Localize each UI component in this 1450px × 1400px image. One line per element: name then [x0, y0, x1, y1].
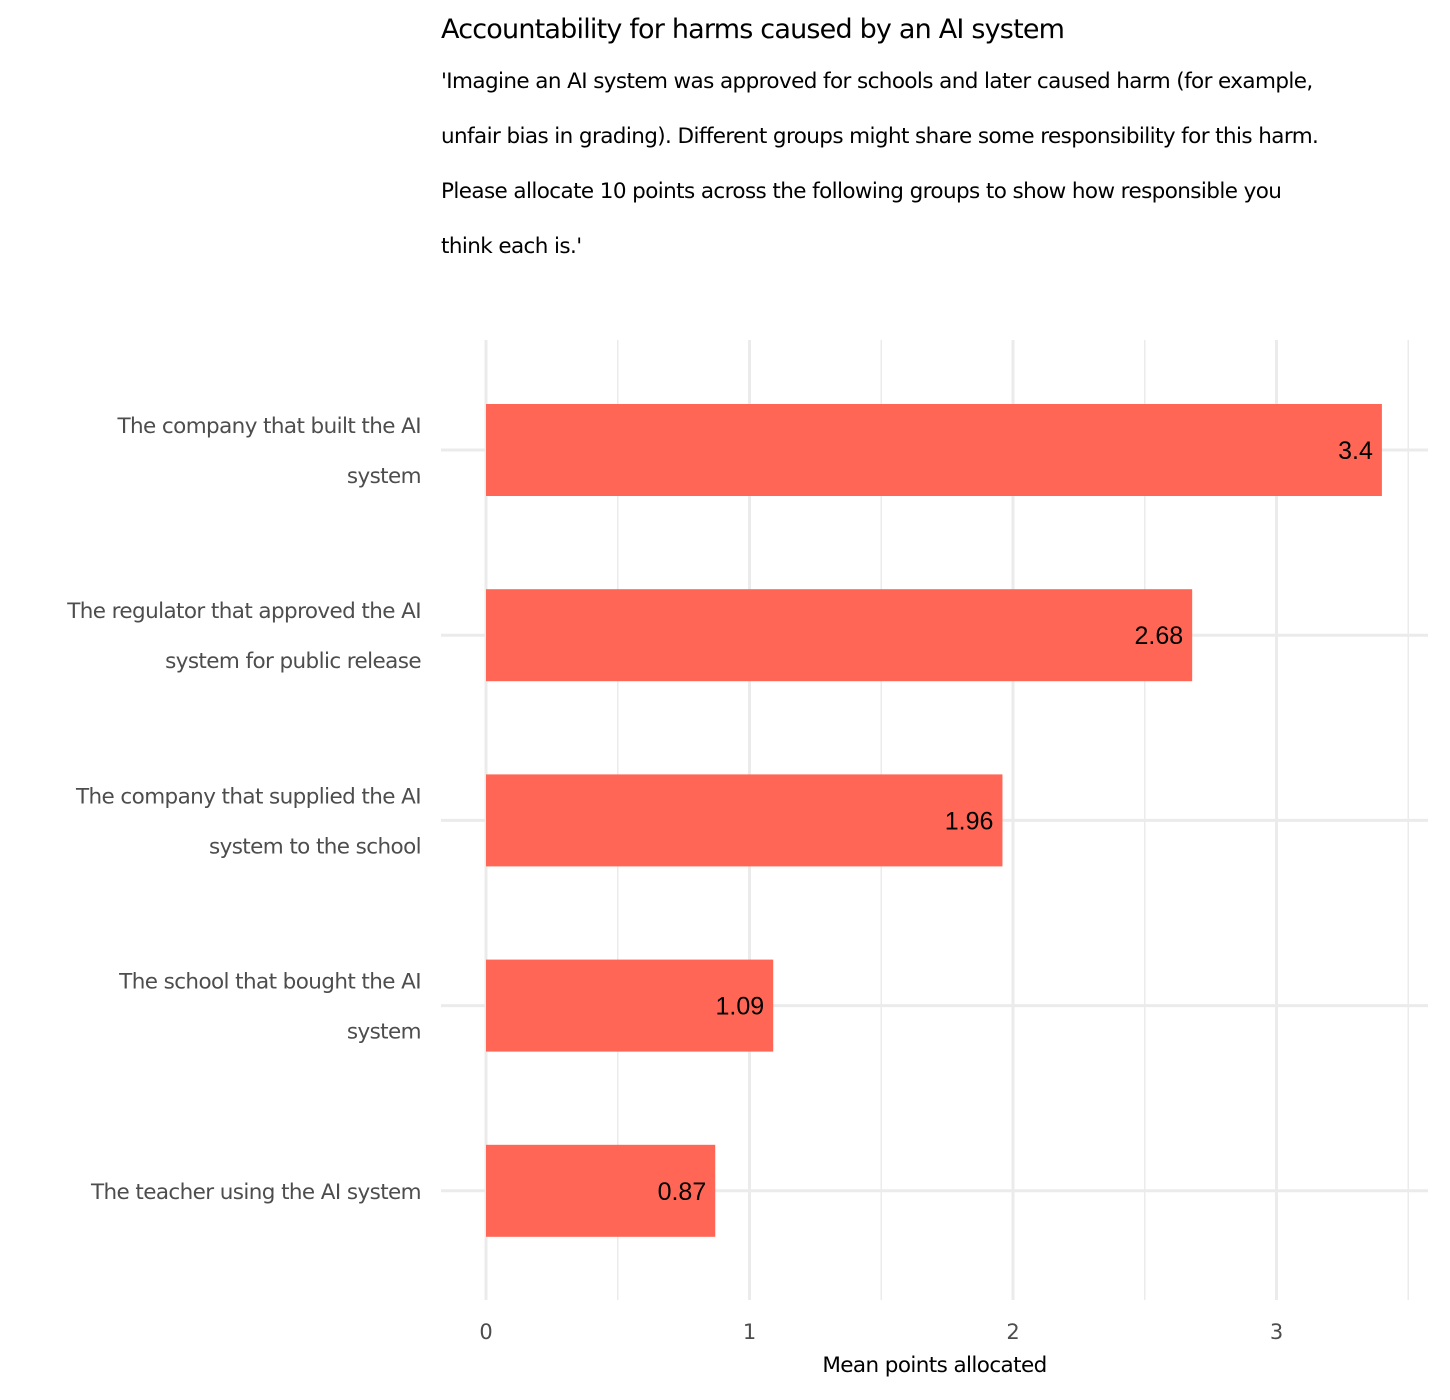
chart-subtitle: 'Imagine an AI system was approved for s…	[441, 54, 1431, 274]
bar	[486, 404, 1382, 496]
x-tick-label: 2	[1006, 1320, 1019, 1344]
x-axis-title: Mean points allocated	[822, 1353, 1046, 1378]
subtitle-line: think each is.'	[441, 234, 582, 259]
category-label: The teacher using the AI system	[90, 1180, 421, 1205]
bar-value-label: 1.96	[945, 807, 994, 835]
category-label: The company that supplied the AI	[75, 784, 421, 809]
bar-value-label: 0.87	[658, 1178, 707, 1206]
category-label: The regulator that approved the AI	[66, 599, 421, 624]
category-label: system	[347, 1020, 421, 1045]
subtitle-line: Please allocate 10 points across the fol…	[441, 179, 1282, 204]
category-label: The school that bought the AI	[118, 970, 421, 995]
category-label: system	[347, 464, 421, 489]
subtitle-line: 'Imagine an AI system was approved for s…	[441, 69, 1313, 94]
bar-value-label: 3.4	[1338, 437, 1373, 465]
bar-value-label: 1.09	[716, 993, 765, 1021]
x-tick-label: 0	[479, 1320, 492, 1344]
chart-title: Accountability for harms caused by an AI…	[441, 14, 1065, 45]
category-label: system to the school	[209, 834, 421, 859]
bar	[486, 774, 1003, 867]
x-tick-label: 3	[1270, 1320, 1283, 1344]
bar	[486, 1144, 716, 1237]
x-tick-label: 1	[743, 1320, 756, 1344]
bar-value-label: 2.68	[1135, 622, 1184, 650]
category-label: The company that built the AI	[117, 414, 422, 439]
category-label: system for public release	[165, 649, 421, 674]
subtitle-line: unfair bias in grading). Different group…	[441, 124, 1319, 149]
bar	[486, 959, 774, 1052]
bar	[486, 589, 1193, 682]
